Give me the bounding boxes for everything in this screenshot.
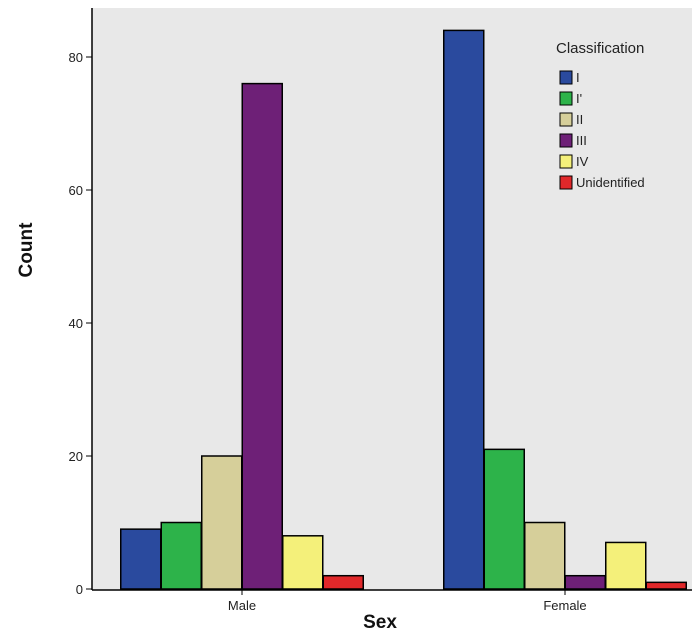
x-axis-title: Sex	[363, 612, 397, 633]
legend-swatch	[559, 70, 573, 85]
legend-label: IV	[576, 154, 589, 169]
x-tick-label: Female	[543, 598, 586, 613]
bar-female-iii	[564, 574, 606, 590]
legend-label: I	[576, 70, 580, 85]
bar-male-ii	[201, 455, 243, 590]
plot-area	[92, 8, 692, 590]
y-tick-label: 40	[69, 316, 83, 331]
axes: Male Female 0 20 40 60 80	[69, 8, 692, 613]
y-tick-label: 0	[76, 582, 83, 597]
legend-swatch	[559, 133, 573, 148]
y-tick-label: 60	[69, 183, 83, 198]
bar-female-iv	[605, 541, 647, 590]
bar-female-unidentified	[645, 581, 687, 590]
y-tick-label: 80	[69, 50, 83, 65]
bar-female-ii	[524, 521, 566, 590]
legend-label: Unidentified	[576, 175, 645, 190]
bar-male-i-	[160, 521, 202, 590]
legend-swatch	[559, 112, 573, 127]
legend-label: III	[576, 133, 587, 148]
legend-label: I'	[576, 91, 582, 106]
bar-male-iii	[241, 82, 283, 590]
bar-female-i-	[483, 448, 525, 590]
bars	[120, 29, 687, 590]
legend-title: Classification	[556, 40, 644, 57]
legend-label: II	[576, 112, 583, 127]
legend-swatch	[559, 175, 573, 190]
y-axis-title: Count	[16, 222, 37, 278]
bar-male-iv	[282, 535, 324, 590]
bar-male-i	[120, 528, 162, 590]
legend-swatch	[559, 154, 573, 169]
legend-swatch	[559, 91, 573, 106]
bar-male-unidentified	[322, 574, 364, 590]
y-tick-label: 20	[69, 449, 83, 464]
bar-female-i	[443, 29, 485, 590]
x-tick-label: Male	[228, 598, 256, 613]
